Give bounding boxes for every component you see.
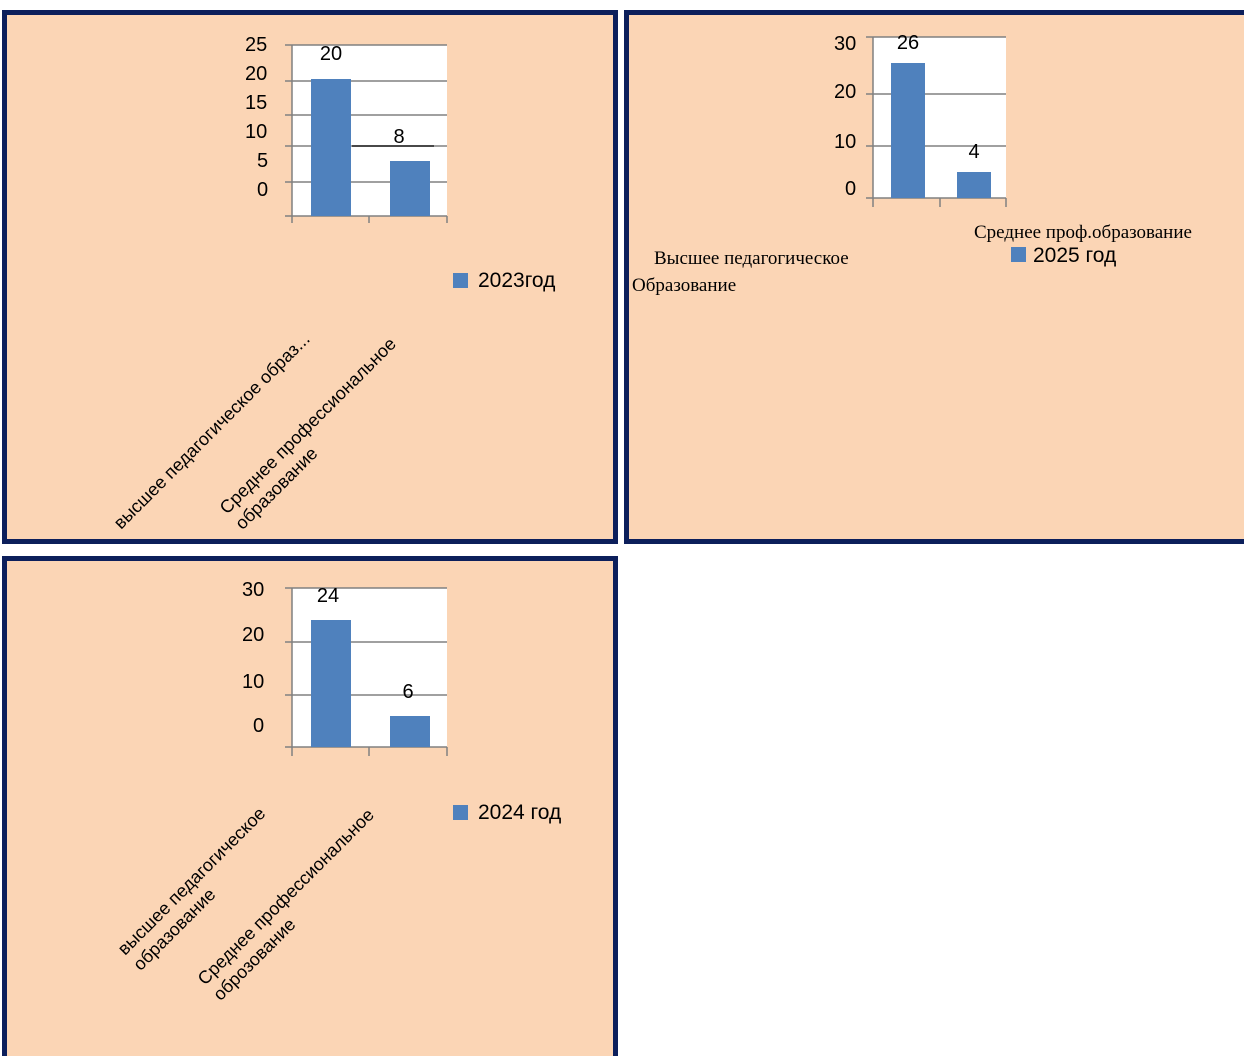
legend-swatch-2023 — [453, 273, 468, 288]
bar-vysshee-2025 — [891, 63, 925, 198]
category-label-line: Среднее профессиональное — [216, 334, 400, 518]
data-label-srednee-2025: 4 — [968, 141, 979, 163]
y-tick-label: 15 — [245, 92, 267, 114]
category-label-srednee-2023: Среднее профессиональное образование — [216, 330, 419, 533]
y-tick-label: 10 — [242, 671, 264, 693]
chart-2025: 30 20 10 0 26 4 Высшее педагогическое Об… — [632, 32, 1192, 296]
category-label-srednee-2024: Среднее профессиональное оброзование — [194, 801, 397, 1004]
category-label-line: Образование — [632, 275, 736, 296]
y-tick-label: 10 — [245, 121, 267, 143]
bar-srednee-2023 — [390, 161, 430, 216]
chart-panel-2025: 30 20 10 0 26 4 Высшее педагогическое Об… — [624, 10, 1244, 544]
bar-vysshee-2023 — [311, 79, 351, 216]
y-tick-label: 10 — [834, 131, 856, 153]
y-tick-label: 0 — [253, 715, 264, 737]
category-label-line: Среднее профессиональное — [194, 805, 378, 989]
y-tick-label: 25 — [245, 34, 267, 56]
data-label-srednee-2023: 8 — [393, 126, 404, 148]
category-label-line: Высшее педагогическое — [654, 248, 849, 269]
chart-2023: 25 20 15 10 5 0 20 8 высшее педагогическ… — [110, 34, 556, 533]
category-label-srednee-2025: Среднее проф.образование — [974, 222, 1192, 243]
data-label-vysshee-2024: 24 — [317, 585, 339, 607]
legend-swatch-2024 — [453, 805, 468, 820]
bar-srednee-2024 — [390, 716, 430, 747]
legend-label-2024: 2024 год — [478, 801, 561, 824]
y-tick-label: 20 — [242, 624, 264, 646]
y-axis-ticks — [285, 587, 448, 756]
y-tick-label: 30 — [834, 33, 856, 55]
legend-label-2025: 2025 год — [1033, 244, 1116, 267]
category-label-vysshee-2025: Высшее педагогическое Образование — [632, 248, 853, 296]
category-label-vysshee-2023: высшее педагогическое образ... — [110, 329, 314, 533]
y-tick-label: 20 — [834, 81, 856, 103]
data-label-srednee-2024: 6 — [402, 681, 413, 703]
chart-panel-2024: 30 20 10 0 24 6 высшее педагогическое об… — [2, 556, 618, 1056]
data-label-vysshee-2025: 26 — [897, 32, 919, 54]
y-axis-ticks — [866, 36, 1007, 207]
y-tick-label: 0 — [257, 179, 268, 201]
legend-swatch-2025 — [1011, 247, 1026, 262]
chart-panel-2023: 25 20 15 10 5 0 20 8 высшее педагогическ… — [2, 10, 618, 544]
y-tick-label: 30 — [242, 579, 264, 601]
chart-2024: 30 20 10 0 24 6 высшее педагогическое об… — [114, 579, 562, 1004]
y-tick-label: 5 — [257, 150, 268, 172]
bar-srednee-2025 — [957, 172, 991, 198]
y-tick-label: 0 — [845, 178, 856, 200]
data-label-vysshee-2023: 20 — [320, 43, 342, 65]
y-axis-ticks — [285, 44, 448, 223]
y-tick-label: 20 — [245, 63, 267, 85]
legend-label-2023: 2023год — [478, 269, 555, 292]
bar-vysshee-2024 — [311, 620, 351, 747]
